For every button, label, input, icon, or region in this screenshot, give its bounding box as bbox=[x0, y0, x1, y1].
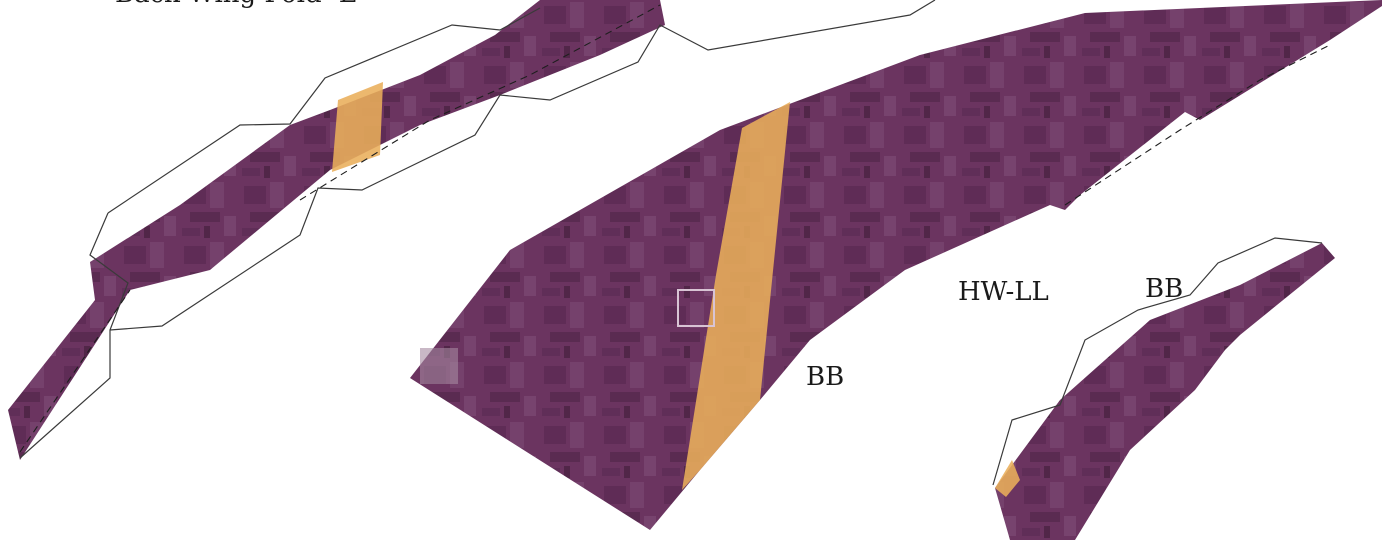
left-wing-fold-line bbox=[19, 4, 661, 453]
center-fan-strip bbox=[410, 0, 1382, 530]
center-fold-line bbox=[1064, 44, 1331, 206]
right-highlight-band bbox=[995, 460, 1020, 497]
center-panel-frame bbox=[677, 289, 715, 327]
top-title-label: Back Wing Fold -L bbox=[115, 0, 356, 9]
bb-center-label: BB bbox=[806, 362, 844, 392]
left-wing-outline bbox=[19, 0, 936, 459]
center-highlight-band bbox=[682, 102, 790, 490]
bb-right-label: BB bbox=[1145, 274, 1183, 304]
right-wing-outline bbox=[992, 237, 1323, 486]
right-wing-strip bbox=[992, 237, 1335, 540]
hw-ll-label: HW-LL bbox=[958, 277, 1049, 307]
center-panel-tile bbox=[420, 348, 458, 384]
left-wing-highlight-band bbox=[332, 82, 383, 172]
left-wing-strip bbox=[8, 0, 936, 460]
